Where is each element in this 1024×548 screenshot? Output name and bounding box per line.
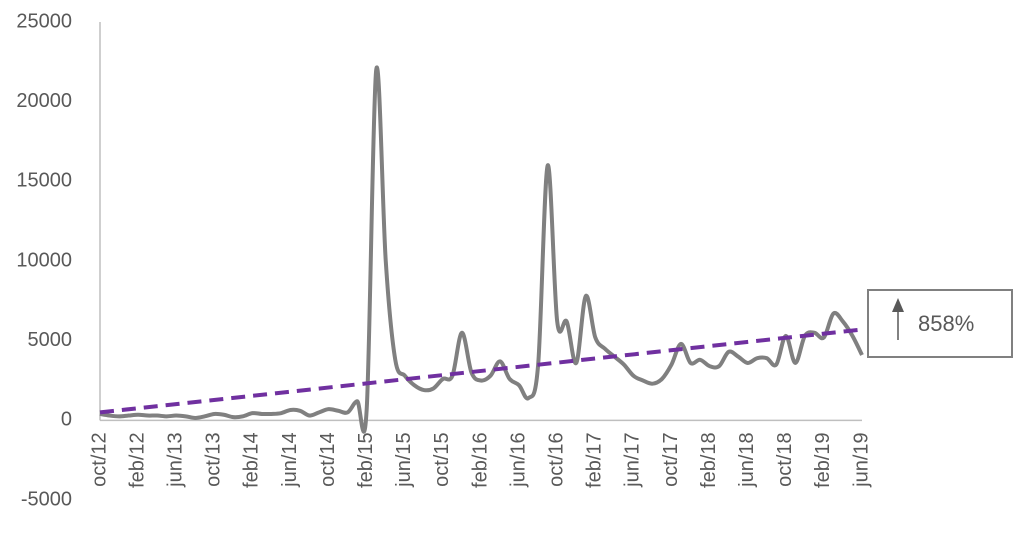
x-tick-label: jun/19 xyxy=(850,432,872,488)
x-tick-label: jun/15 xyxy=(393,432,415,488)
x-tick-label: feb/16 xyxy=(469,432,491,488)
y-tick-label: 10000 xyxy=(16,249,72,271)
x-tick-label: oct/18 xyxy=(774,432,796,486)
y-tick-label: 25000 xyxy=(16,10,72,32)
x-tick-label: jun/14 xyxy=(279,432,301,488)
x-tick-label: oct/13 xyxy=(203,432,225,486)
x-tick-label: feb/15 xyxy=(355,432,377,488)
x-tick-label: feb/19 xyxy=(812,432,834,488)
x-tick-label: feb/18 xyxy=(698,432,720,488)
annotation-box xyxy=(867,289,1013,358)
y-tick-label: 15000 xyxy=(16,170,72,192)
y-tick-label: 20000 xyxy=(16,90,72,112)
y-tick-label: -5000 xyxy=(21,488,72,510)
x-tick-label: jun/13 xyxy=(164,432,186,488)
y-tick-label: 5000 xyxy=(28,329,73,351)
annotation: 858% xyxy=(918,311,974,336)
x-tick-label: oct/15 xyxy=(431,432,453,486)
x-tick-label: jun/18 xyxy=(736,432,758,488)
x-tick-label: feb/17 xyxy=(584,432,606,488)
line xyxy=(99,65,864,434)
x-tick-label: oct/16 xyxy=(545,432,567,486)
y-tick-label: 0 xyxy=(61,409,72,431)
x-tick-label: feb/12 xyxy=(126,432,148,488)
x-tick-label: oct/12 xyxy=(88,432,110,486)
x-tick-label: jun/16 xyxy=(507,432,529,488)
x-tick-label: jun/17 xyxy=(622,432,644,488)
x-tick-label: oct/14 xyxy=(317,432,339,486)
arrow-head xyxy=(892,298,904,312)
x-tick-label: feb/14 xyxy=(241,432,263,488)
x-tick-label: oct/17 xyxy=(660,432,682,486)
trendline xyxy=(99,327,863,415)
